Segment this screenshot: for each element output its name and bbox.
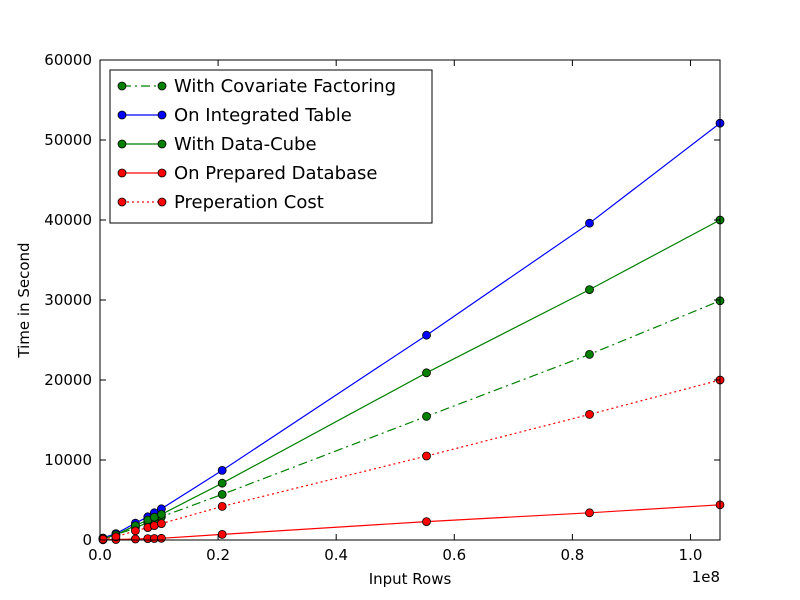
legend-marker [117, 81, 127, 91]
legend: With Covariate Factoring On Integrated Ta… [109, 69, 433, 224]
x-tick-label: 0.8 [560, 546, 584, 564]
y-axis-label: Time in Second [15, 242, 33, 358]
legend-label: On Integrated Table [174, 105, 352, 126]
data-point [156, 510, 166, 519]
data-point [217, 478, 227, 488]
x-tick-label: 1.0 [679, 546, 703, 564]
data-point [156, 533, 166, 543]
data-point [217, 489, 227, 499]
ticks-layer: 0.0 0.2 0.4 0.6 0.8 1.0 0 10000 20000 30000 40000 5… [44, 51, 720, 564]
legend-entry: With Data-Cube [117, 134, 317, 155]
legend-marker [157, 81, 167, 91]
data-point [422, 411, 431, 421]
x-tick-label: 0.2 [206, 546, 230, 564]
data-point [422, 330, 431, 340]
legend-marker [157, 168, 167, 178]
legend-label: Preperation Cost [174, 192, 324, 213]
data-point [422, 451, 431, 461]
legend-label: On Prepared Database [174, 163, 377, 184]
legend-entry: On Prepared Database [117, 163, 377, 184]
data-point [98, 534, 108, 544]
x-tick-label: 0.0 [88, 546, 112, 564]
x-axis-label: Input Rows [369, 570, 452, 588]
y-tick-label: 10000 [44, 451, 92, 469]
data-point [111, 532, 121, 542]
y-tick-label: 60000 [44, 51, 92, 69]
data-point [585, 508, 594, 518]
data-point [585, 349, 594, 359]
legend-marker [157, 197, 167, 207]
data-point [422, 517, 431, 526]
y-tick-label: 40000 [44, 211, 92, 229]
series-layer [98, 118, 725, 545]
legend-entry: With Covariate Factoring [117, 76, 396, 97]
legend-marker [117, 110, 127, 120]
data-point [217, 465, 227, 475]
legend-entry: On Integrated Table [117, 105, 352, 126]
data-point [585, 409, 594, 419]
y-tick-label: 30000 [44, 291, 92, 309]
series-3 [98, 500, 725, 545]
legend-marker [117, 168, 127, 178]
x-tick-label: 0.4 [324, 546, 348, 564]
data-point [585, 218, 594, 228]
data-point [217, 530, 227, 539]
x-tick-label: 0.6 [442, 546, 466, 564]
data-point [130, 526, 140, 536]
data-point [422, 368, 431, 378]
data-point [585, 285, 594, 295]
data-point [156, 519, 166, 528]
y-tick-label: 0 [82, 531, 92, 549]
data-point [130, 534, 140, 544]
legend-label: With Data-Cube [174, 134, 317, 155]
x-offset-label: 1e8 [692, 568, 720, 586]
legend-entry: Preperation Cost [117, 192, 324, 213]
legend-label: With Covariate Factoring [174, 76, 396, 97]
legend-marker [117, 139, 127, 149]
y-tick-label: 50000 [44, 131, 92, 149]
legend-marker [157, 110, 167, 120]
data-point [217, 501, 227, 511]
legend-marker [157, 139, 167, 149]
y-tick-label: 20000 [44, 371, 92, 389]
series-4 [98, 375, 725, 544]
legend-marker [117, 197, 127, 207]
